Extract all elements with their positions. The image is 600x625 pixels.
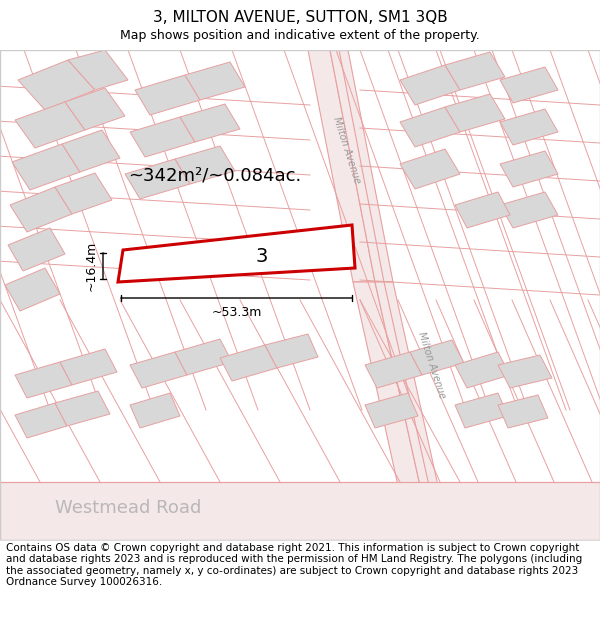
Polygon shape — [135, 75, 200, 115]
Polygon shape — [365, 393, 418, 428]
Polygon shape — [60, 349, 117, 385]
Polygon shape — [62, 130, 120, 172]
Polygon shape — [445, 52, 505, 90]
Polygon shape — [55, 173, 112, 214]
Polygon shape — [375, 282, 450, 540]
Polygon shape — [353, 282, 432, 540]
Text: ~342m²/~0.084ac.: ~342m²/~0.084ac. — [128, 166, 302, 184]
Polygon shape — [500, 151, 558, 187]
Polygon shape — [125, 159, 190, 199]
Polygon shape — [10, 187, 72, 232]
Text: Contains OS data © Crown copyright and database right 2021. This information is : Contains OS data © Crown copyright and d… — [6, 542, 582, 588]
Polygon shape — [15, 362, 72, 398]
Polygon shape — [68, 50, 128, 90]
Polygon shape — [500, 109, 558, 145]
Text: Milton Avenue: Milton Avenue — [331, 116, 362, 184]
Polygon shape — [130, 117, 195, 157]
Text: Map shows position and indicative extent of the property.: Map shows position and indicative extent… — [120, 29, 480, 42]
Polygon shape — [498, 395, 548, 428]
Polygon shape — [455, 393, 508, 428]
Polygon shape — [455, 352, 510, 388]
Text: ~16.4m: ~16.4m — [85, 241, 98, 291]
Text: Milton Avenue: Milton Avenue — [416, 331, 448, 399]
Polygon shape — [55, 391, 110, 426]
Polygon shape — [130, 352, 187, 388]
Polygon shape — [180, 104, 240, 142]
Polygon shape — [400, 149, 460, 189]
Polygon shape — [18, 60, 95, 110]
Polygon shape — [175, 146, 235, 184]
Polygon shape — [220, 345, 277, 381]
Text: 3: 3 — [256, 247, 268, 266]
Polygon shape — [15, 403, 67, 438]
Polygon shape — [5, 268, 60, 311]
Polygon shape — [400, 107, 460, 147]
Polygon shape — [8, 228, 65, 271]
Polygon shape — [445, 94, 505, 132]
Polygon shape — [15, 102, 85, 148]
Polygon shape — [265, 334, 318, 368]
Polygon shape — [0, 482, 600, 540]
Polygon shape — [175, 339, 232, 375]
Text: 3, MILTON AVENUE, SUTTON, SM1 3QB: 3, MILTON AVENUE, SUTTON, SM1 3QB — [152, 10, 448, 25]
Polygon shape — [12, 144, 80, 190]
Polygon shape — [498, 355, 552, 388]
Polygon shape — [130, 393, 180, 428]
Polygon shape — [65, 88, 125, 130]
Polygon shape — [308, 50, 375, 282]
Text: ~53.3m: ~53.3m — [211, 306, 262, 319]
Polygon shape — [500, 192, 558, 228]
Polygon shape — [118, 225, 355, 282]
Polygon shape — [330, 50, 393, 282]
Polygon shape — [500, 67, 558, 103]
Polygon shape — [455, 192, 510, 228]
Text: Westmead Road: Westmead Road — [55, 499, 202, 517]
Polygon shape — [185, 62, 245, 100]
Polygon shape — [400, 65, 460, 105]
Polygon shape — [410, 340, 464, 375]
Polygon shape — [365, 352, 422, 388]
